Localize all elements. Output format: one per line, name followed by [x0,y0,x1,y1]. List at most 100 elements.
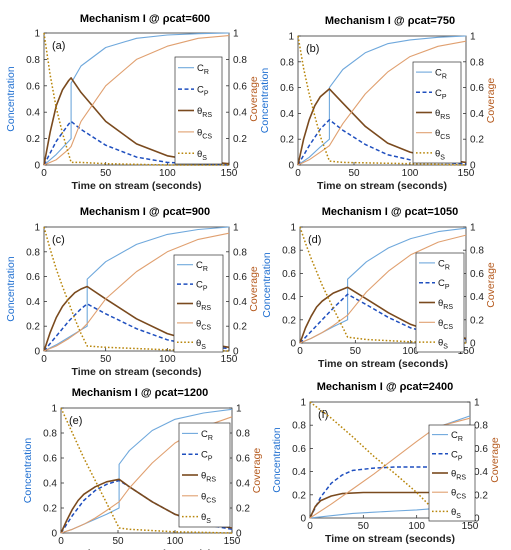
y-tick-label-left: 1 [288,32,294,43]
y-tick-label-right: 0 [236,529,242,540]
chart-legend: CR CP θRS θCS θS [174,56,223,165]
y-tick-label-right: 0.8 [233,55,247,66]
y-tick-label-right: 0.6 [233,272,247,283]
y-tick-label-right: 0.8 [233,247,247,258]
chart-legend: CR CP θRS θCS θS [178,422,231,528]
x-tick-label: 0 [295,168,301,179]
y-tick-label-left: 1 [51,404,57,415]
panel-label: (b) [306,43,319,55]
y-tick-label-left: 0.4 [26,297,40,308]
y-axis-label-right: Coverage [251,448,263,494]
legend-label: CP [438,278,450,291]
series-line-theta-rs [43,285,230,352]
y-tick-label-left: 0.6 [292,444,306,455]
y-tick-label-left: 0.6 [43,454,57,465]
y-tick-label-right: 0.8 [470,57,484,68]
y-axis-label-right: Coverage [248,266,260,312]
legend-label: θRS [435,108,450,121]
y-tick-label-right: 0.2 [233,322,247,333]
y-tick-label-left: 0.8 [26,55,40,66]
y-tick-label-right: 0 [233,347,239,358]
y-tick-label-right: 1 [233,29,239,40]
chart-title: Mechanism I @ ρcat=900 [80,206,210,218]
y-tick-label-right: 0.6 [470,83,484,94]
x-tick-label: 100 [408,521,425,532]
y-tick-label-right: 0.6 [236,454,250,465]
panel-label: (c) [52,234,65,246]
series-line-theta-rs [60,478,233,534]
legend-label: θCS [196,318,211,331]
y-axis-label-left: Concentration [5,256,17,322]
legend-label: θCS [201,491,216,504]
x-tick-label: 0 [307,521,313,532]
legend-label: θCS [438,318,453,331]
x-tick-label: 150 [221,168,238,179]
y-tick-label-right: 0.2 [236,504,250,515]
y-tick-label-right: 0.6 [233,81,247,92]
legend-label: θCS [197,127,212,140]
y-tick-label-left: 1 [300,398,306,409]
legend-label: θCS [435,128,450,141]
y-tick-label-left: 0.8 [282,246,296,257]
y-tick-label-right: 0.4 [474,467,488,478]
y-tick-label-left: 0.2 [292,490,306,501]
y-tick-label-left: 0 [300,514,306,525]
y-tick-label-right: 0.2 [474,490,488,501]
legend-label: θS [201,512,211,525]
y-tick-label-right: 0.8 [236,429,250,440]
y-tick-label-right: 0.6 [470,269,484,280]
series-line-theta-s [309,401,471,517]
y-tick-label-right: 0.2 [470,315,484,326]
x-tick-label: 150 [224,536,241,547]
x-tick-label: 50 [350,346,362,357]
legend-label: θRS [197,106,212,119]
chart-title: Mechanism I @ ρcat=1050 [322,206,458,218]
series-line-c-p [297,119,467,166]
y-tick-label-left: 0 [34,161,40,172]
chart-legend: CR CP θRS θCS θS [415,252,465,353]
chart-title: Mechanism I @ ρcat=600 [80,13,210,25]
x-axis-label: Time on stream (seconds) [317,180,447,192]
y-tick-label-left: 0.4 [282,292,296,303]
chart-panel: Mechanism I @ ρcat=1050(d)0 50 100 15000.20… [261,206,497,370]
legend-label: CR [451,430,463,443]
y-tick-label-left: 0.2 [26,134,40,145]
y-tick-label-left: 1 [34,223,40,234]
legend-label: θRS [196,299,211,312]
panel-label: (e) [69,415,82,427]
chart-panel: Mechanism I @ ρcat=900(c)0 50 100 15000.20.… [5,206,260,378]
y-tick-label-right: 1 [474,398,480,409]
x-axis-label: Time on stream (seconds) [318,358,448,370]
series-line-theta-cs [297,40,467,166]
chart-panel: Mechanism I @ ρcat=600(a)0 50 100 15000.20.… [5,13,260,192]
legend-label: θRS [451,469,466,482]
chart-legend: CR CP θRS θCS θS [173,254,224,353]
y-tick-label-left: 0.6 [26,81,40,92]
y-tick-label-right: 1 [470,223,476,234]
x-tick-label: 50 [358,521,370,532]
series-line-theta-cs [43,232,230,352]
y-tick-label-left: 0.2 [43,504,57,515]
y-tick-label-left: 0.4 [280,109,294,120]
y-tick-label-left: 0.8 [280,57,294,68]
y-axis-label-left: Concentration [271,427,283,493]
series-line-c-r [43,32,230,166]
x-tick-label: 0 [41,168,47,179]
x-tick-label: 150 [458,168,475,179]
chart-title: Mechanism I @ ρcat=2400 [317,381,453,393]
y-tick-label-right: 0.6 [474,444,488,455]
x-tick-label: 100 [402,346,419,357]
x-tick-label: 0 [41,354,47,365]
legend-label: θS [451,507,461,520]
x-tick-label: 100 [402,168,419,179]
x-tick-label: 150 [462,521,479,532]
chart-title: Mechanism I @ ρcat=750 [325,15,455,27]
x-tick-label: 150 [458,346,475,357]
chart-panel: Mechanism I @ ρcat=750(b)0 50 100 15000.20.… [259,15,497,192]
legend-label: CP [196,280,208,293]
x-tick-label: 100 [159,168,176,179]
y-axis-label-left: Concentration [22,438,34,504]
series-line-theta-s [299,226,467,344]
legend-label: CP [201,450,213,463]
y-tick-label-left: 0.6 [280,83,294,94]
